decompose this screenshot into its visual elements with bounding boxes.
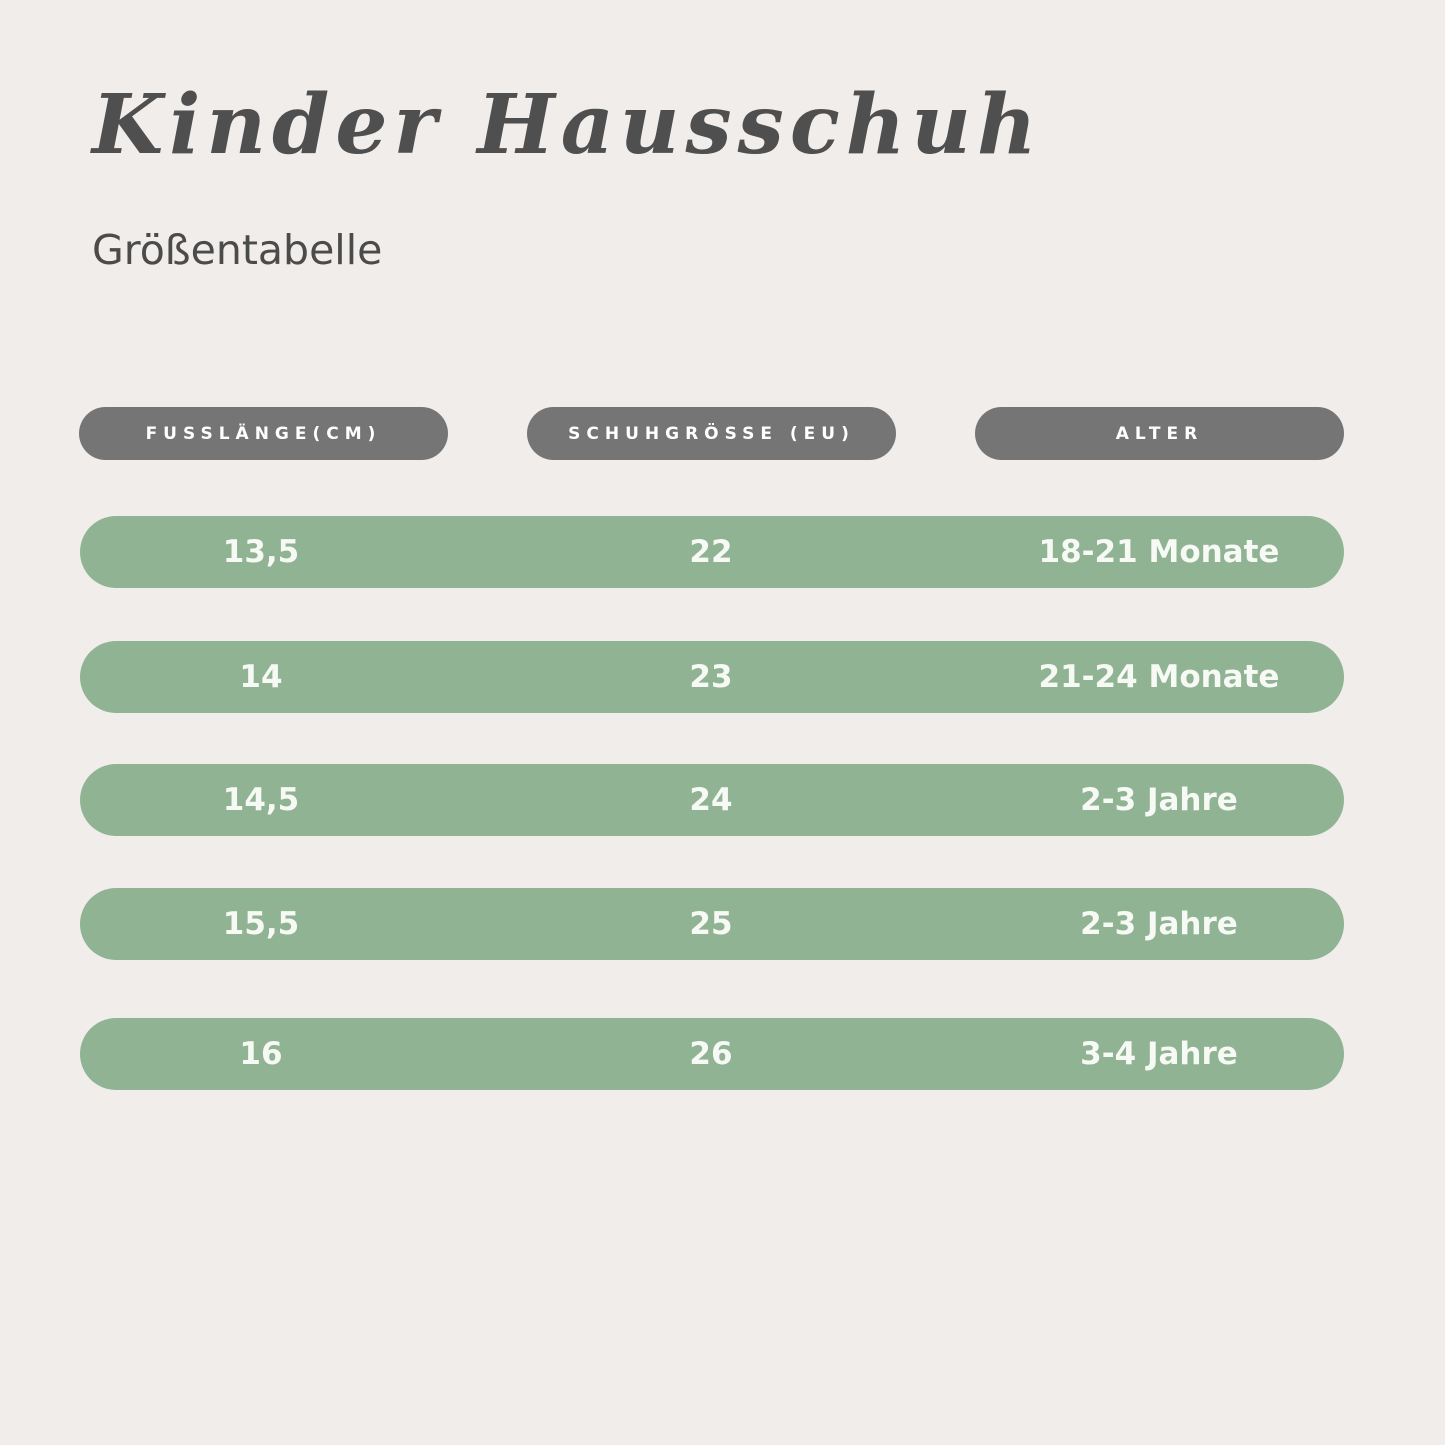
table-row: 15,5 25 2-3 Jahre [80, 888, 1344, 960]
table-row: 13,5 22 18-21 Monate [80, 516, 1344, 588]
column-header-foot-length: FUSSLÄNGE(CM) [79, 407, 448, 460]
shoe-size-cell: 25 [689, 906, 733, 942]
table-row: 14 23 21-24 Monate [80, 641, 1344, 713]
shoe-size-cell: 23 [689, 659, 733, 695]
column-header-age: ALTER [975, 407, 1344, 460]
age-cell: 3-4 Jahre [1080, 1036, 1238, 1072]
shoe-size-cell: 22 [689, 534, 733, 570]
page-subtitle: Größentabelle [92, 226, 383, 274]
foot-length-cell: 14,5 [222, 782, 300, 818]
foot-length-cell: 13,5 [222, 534, 300, 570]
age-cell: 18-21 Monate [1038, 534, 1280, 570]
age-cell: 21-24 Monate [1038, 659, 1280, 695]
age-cell: 2-3 Jahre [1080, 906, 1238, 942]
foot-length-cell: 15,5 [222, 906, 300, 942]
age-cell: 2-3 Jahre [1080, 782, 1238, 818]
shoe-size-cell: 26 [689, 1036, 733, 1072]
table-row: 14,5 24 2-3 Jahre [80, 764, 1344, 836]
column-header-shoe-size: SCHUHGRÖSSE (EU) [527, 407, 896, 460]
table-row: 16 26 3-4 Jahre [80, 1018, 1344, 1090]
page-title: Kinder Hausschuh [92, 77, 1043, 173]
shoe-size-cell: 24 [689, 782, 733, 818]
foot-length-cell: 16 [239, 1036, 283, 1072]
foot-length-cell: 14 [239, 659, 283, 695]
